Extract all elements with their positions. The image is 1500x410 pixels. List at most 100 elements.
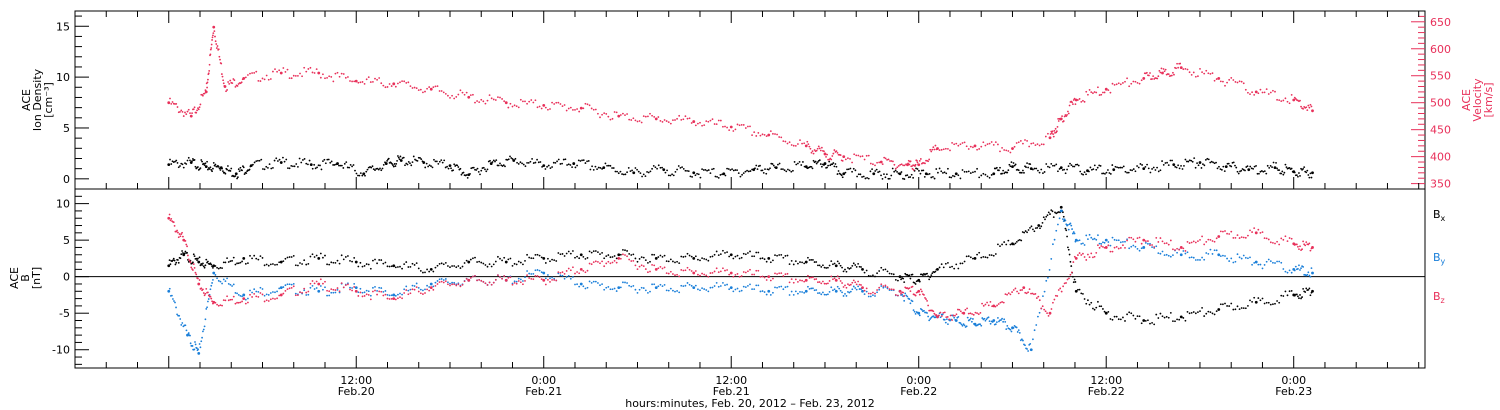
by-point (1080, 242, 1083, 245)
bx-point (563, 255, 566, 257)
ion-density-point (872, 172, 876, 176)
ion-density-point (844, 171, 847, 174)
by-point (865, 290, 868, 293)
by-point (382, 290, 385, 293)
ion-density-point (1284, 163, 1287, 166)
ion-density-point (986, 175, 989, 178)
by-point (722, 281, 724, 284)
by-point (542, 271, 546, 275)
velocity-point (1019, 140, 1022, 142)
bz-point (1234, 236, 1237, 239)
ion-density-point (1188, 159, 1191, 162)
ion-density-point (270, 167, 273, 170)
velocity-point (317, 71, 321, 75)
bz-point (205, 287, 208, 290)
bz-point (854, 281, 857, 284)
velocity-point (305, 70, 308, 73)
bx-point (830, 260, 833, 263)
bz-point (624, 254, 626, 256)
velocity-point (984, 144, 987, 147)
ion-density-point (557, 158, 560, 161)
ion-density-point (861, 176, 863, 178)
bx-point (1178, 318, 1181, 321)
bz-series (167, 213, 1314, 321)
ion-density-point (1275, 162, 1277, 164)
ion-density-point (1007, 169, 1010, 172)
bz-point (1093, 255, 1096, 258)
bz-point (955, 313, 958, 316)
ion-density-point (577, 159, 580, 162)
velocity-point (267, 78, 270, 81)
bx-point (1073, 278, 1076, 281)
bz-point (290, 286, 293, 289)
bz-point (1163, 242, 1166, 245)
ion-density-point (336, 162, 339, 165)
bz-point (669, 270, 672, 273)
bz-point (1299, 245, 1301, 248)
ion-density-point (1008, 163, 1011, 166)
ion-density-point (1093, 164, 1096, 167)
bz-point (1211, 240, 1214, 242)
bx-point (674, 261, 676, 264)
ion-density-point (380, 169, 383, 172)
ion-density-point (267, 166, 269, 169)
by-point (987, 316, 990, 319)
velocity-point (197, 108, 200, 111)
bx-point (636, 260, 639, 263)
bz-point (217, 304, 220, 307)
velocity-point (917, 163, 921, 167)
bz-point (582, 269, 585, 272)
by-point (1163, 254, 1166, 257)
by-point (332, 291, 335, 294)
ion-density-point (1006, 171, 1009, 174)
velocity-point (911, 167, 914, 170)
ion-density-point (562, 158, 565, 161)
velocity-point (294, 75, 297, 77)
ion-density-point (428, 164, 431, 167)
velocity-point (1160, 67, 1163, 70)
bx-point (697, 258, 699, 261)
bx-point (1297, 295, 1299, 298)
by-point (1122, 241, 1124, 243)
ion-density-point (204, 165, 208, 169)
bz-point (728, 273, 731, 276)
ion-density-point (362, 172, 366, 176)
bx-point (263, 264, 266, 267)
bz-point (305, 291, 308, 294)
bx-point (465, 259, 468, 262)
bz-point (1034, 293, 1037, 295)
ion-density-point (448, 164, 452, 168)
velocity-point (1311, 109, 1314, 113)
bx-point (955, 263, 958, 266)
ion-density-point (435, 160, 438, 163)
bx-point (982, 255, 985, 258)
velocity-point (372, 80, 374, 83)
velocity-point (842, 155, 846, 159)
bx-point (936, 267, 939, 271)
bz-point (694, 270, 697, 272)
bz-point (1021, 289, 1023, 291)
velocity-point (1138, 82, 1141, 85)
ion-density-point (333, 164, 336, 166)
ion-density-point (316, 166, 318, 169)
x-axis-title: hours:minutes, Feb. 20, 2012 – Feb. 23, … (625, 397, 875, 410)
ion-density-point (406, 163, 409, 166)
bz-point (190, 266, 193, 269)
bz-point (272, 297, 274, 300)
bz-point (204, 292, 207, 295)
ion-density-point (224, 172, 227, 175)
bz-point (388, 298, 391, 300)
bz-point (1047, 315, 1050, 317)
velocity-point (997, 143, 999, 146)
bx-point (747, 252, 749, 254)
bx-point (432, 270, 435, 273)
ion-density-point (352, 164, 355, 166)
velocity-point (313, 72, 316, 74)
velocity-point (861, 155, 864, 158)
bz-point (1038, 299, 1041, 302)
velocity-point (171, 101, 174, 103)
by-point (705, 289, 708, 291)
bx-point (615, 257, 618, 260)
by-point (1070, 224, 1073, 227)
ion-density-point (662, 168, 666, 172)
